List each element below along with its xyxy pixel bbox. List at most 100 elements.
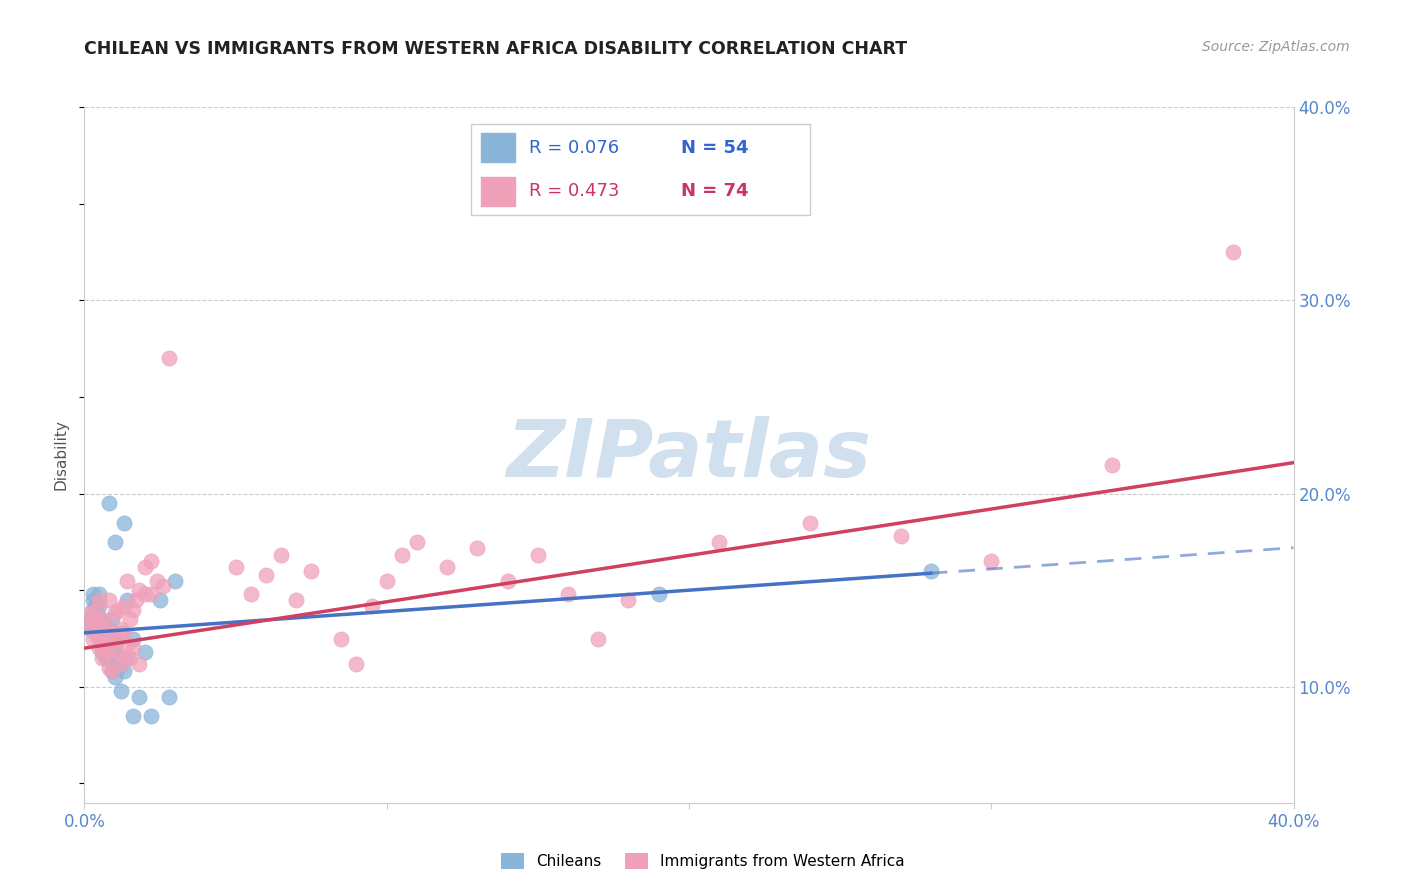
Point bbox=[79, 607, 101, 621]
Point bbox=[97, 632, 120, 646]
Point bbox=[157, 690, 180, 704]
Point bbox=[799, 516, 821, 530]
Point bbox=[97, 622, 120, 636]
Point bbox=[121, 632, 143, 646]
Point bbox=[391, 549, 413, 563]
Point bbox=[527, 549, 550, 563]
Point bbox=[79, 622, 101, 636]
Point bbox=[112, 665, 135, 679]
Point bbox=[121, 641, 143, 656]
Point bbox=[89, 622, 111, 636]
Point bbox=[146, 574, 169, 588]
Point bbox=[91, 615, 114, 630]
Point bbox=[134, 645, 156, 659]
Point bbox=[97, 641, 120, 656]
Point bbox=[980, 554, 1002, 568]
Point bbox=[134, 587, 156, 601]
Point bbox=[104, 641, 127, 656]
Point bbox=[149, 593, 172, 607]
Point bbox=[152, 579, 174, 593]
Y-axis label: Disability: Disability bbox=[53, 419, 69, 491]
Point bbox=[346, 657, 368, 671]
Point bbox=[82, 587, 104, 601]
Point bbox=[89, 641, 111, 656]
Point bbox=[709, 535, 731, 549]
Point bbox=[97, 496, 120, 510]
Point bbox=[1101, 458, 1123, 472]
Point bbox=[107, 632, 129, 646]
Point bbox=[100, 665, 122, 679]
Point bbox=[82, 593, 104, 607]
Point bbox=[128, 657, 150, 671]
Point bbox=[94, 651, 117, 665]
Text: ZIPatlas: ZIPatlas bbox=[506, 416, 872, 494]
Point bbox=[94, 632, 117, 646]
Point bbox=[557, 587, 579, 601]
Point bbox=[588, 632, 610, 646]
Point bbox=[112, 516, 135, 530]
Point bbox=[121, 602, 143, 616]
Point bbox=[89, 599, 111, 613]
Point bbox=[125, 593, 148, 607]
Point bbox=[91, 625, 114, 640]
Point bbox=[115, 637, 138, 651]
Point bbox=[97, 593, 120, 607]
Point bbox=[94, 618, 117, 632]
Point bbox=[128, 690, 150, 704]
Point bbox=[82, 602, 104, 616]
Point bbox=[104, 645, 127, 659]
Point bbox=[115, 651, 138, 665]
Point bbox=[86, 597, 108, 611]
Point bbox=[104, 535, 127, 549]
Point bbox=[104, 607, 127, 621]
Point bbox=[89, 612, 111, 626]
Point bbox=[91, 645, 114, 659]
Point bbox=[107, 632, 129, 646]
Point bbox=[112, 625, 135, 640]
Point bbox=[330, 632, 353, 646]
Legend: Chileans, Immigrants from Western Africa: Chileans, Immigrants from Western Africa bbox=[495, 847, 911, 875]
Point bbox=[110, 625, 132, 640]
Point bbox=[115, 593, 138, 607]
Point bbox=[94, 645, 117, 659]
Point bbox=[94, 641, 117, 656]
Point bbox=[104, 657, 127, 671]
Point bbox=[890, 529, 912, 543]
Point bbox=[254, 567, 277, 582]
Point bbox=[617, 593, 640, 607]
Point bbox=[79, 618, 101, 632]
Point bbox=[97, 651, 120, 665]
Point bbox=[91, 625, 114, 640]
Point bbox=[139, 708, 162, 723]
Point bbox=[89, 632, 111, 646]
Point bbox=[91, 637, 114, 651]
Point bbox=[139, 554, 162, 568]
Point bbox=[375, 574, 398, 588]
Point bbox=[115, 574, 138, 588]
Point bbox=[86, 615, 108, 630]
Point bbox=[299, 564, 322, 578]
Point bbox=[100, 625, 122, 640]
Point bbox=[86, 625, 108, 640]
Point bbox=[360, 599, 382, 613]
Point bbox=[110, 683, 132, 698]
Point bbox=[285, 593, 308, 607]
Point bbox=[86, 602, 108, 616]
Point bbox=[118, 612, 141, 626]
Point bbox=[86, 607, 108, 621]
Point bbox=[107, 660, 129, 674]
Point bbox=[91, 612, 114, 626]
Point bbox=[100, 665, 122, 679]
Point bbox=[239, 587, 262, 601]
Point bbox=[110, 657, 132, 671]
Point bbox=[82, 612, 104, 626]
Text: Source: ZipAtlas.com: Source: ZipAtlas.com bbox=[1202, 40, 1350, 54]
Point bbox=[82, 632, 104, 646]
Point bbox=[121, 708, 143, 723]
Point bbox=[100, 612, 122, 626]
Point bbox=[139, 587, 162, 601]
Point bbox=[100, 645, 122, 659]
Point bbox=[86, 618, 108, 632]
Point bbox=[270, 549, 292, 563]
Point bbox=[128, 583, 150, 598]
